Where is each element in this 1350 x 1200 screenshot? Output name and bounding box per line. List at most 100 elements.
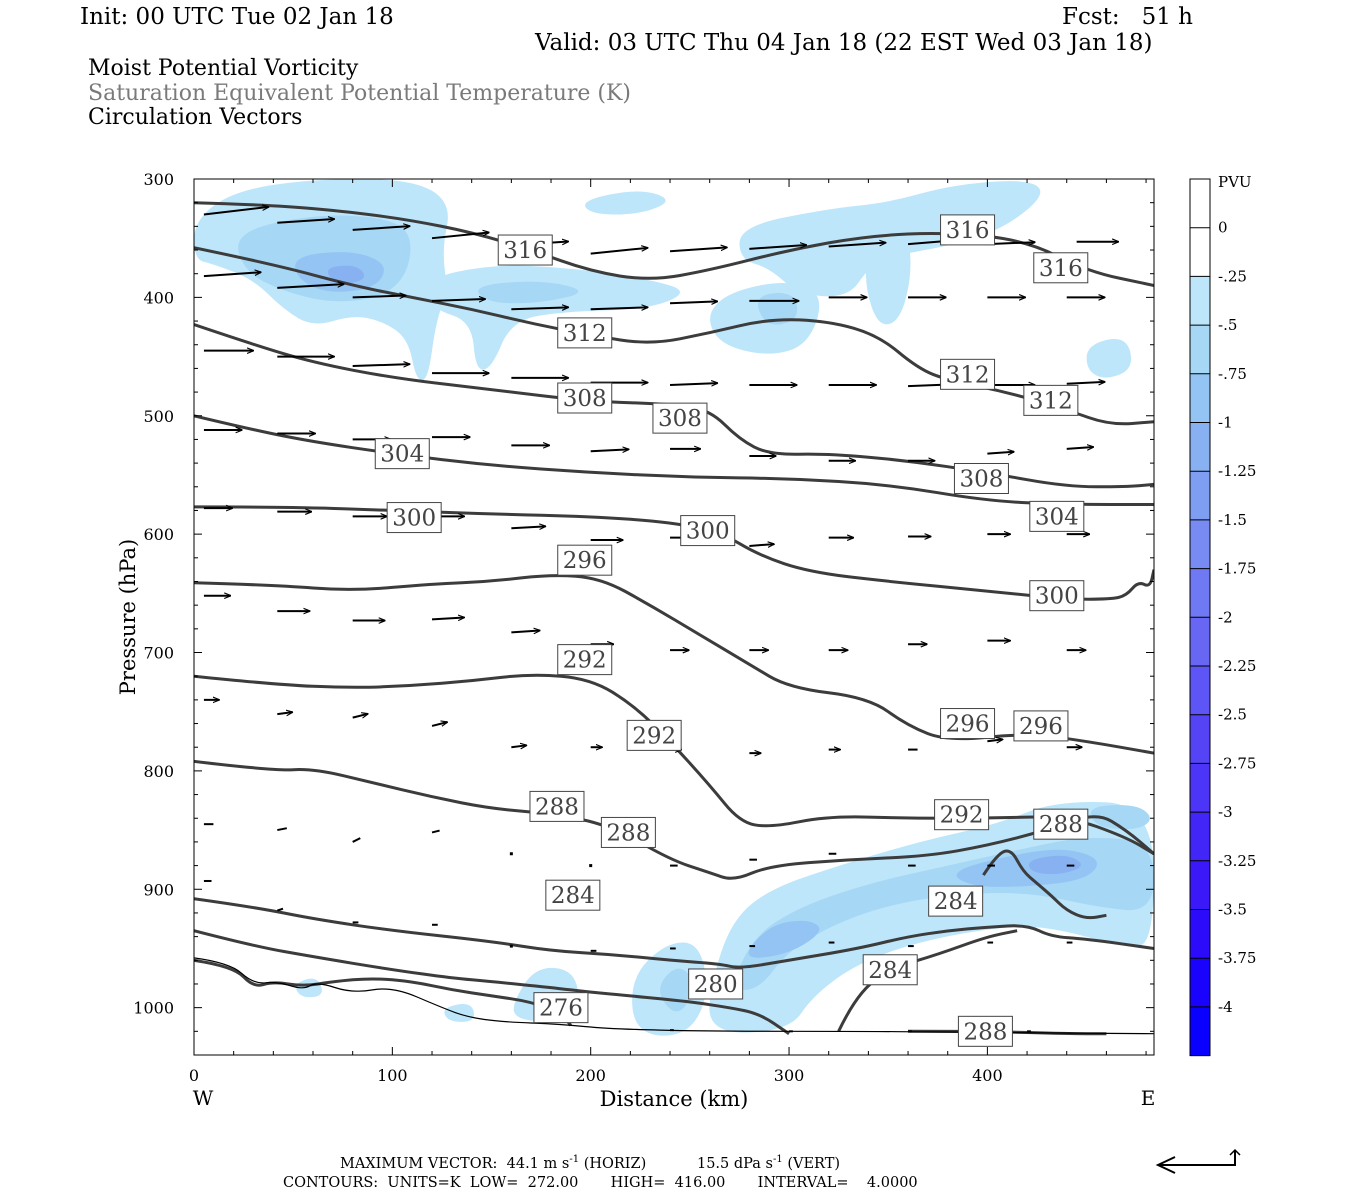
y-tick-label: 600: [143, 525, 174, 544]
colorbar-swatch: [1190, 568, 1210, 618]
contour-label-text: 288: [963, 1019, 1007, 1045]
circulation-vector: [509, 944, 513, 948]
plot-frame: [193, 178, 1155, 1056]
mpv-region: [748, 920, 820, 958]
mpv-region: [865, 236, 911, 325]
max-vector-line: MAXIMUM VECTOR: 44.1 m s-1 (HORIZ) 15.5 …: [340, 1154, 840, 1173]
circulation-vector: [669, 247, 727, 253]
max-vector-label: MAXIMUM VECTOR:: [340, 1156, 498, 1172]
isentrope-276: [194, 958, 573, 1027]
contour-label-text: 312: [1029, 388, 1073, 414]
colorbar-swatch: [1190, 812, 1210, 862]
isentrope-312: [194, 246, 1154, 426]
colorbar-label: -2: [1218, 608, 1233, 626]
contour-label: 316: [1033, 252, 1089, 284]
contours-label: CONTOURS:: [283, 1175, 379, 1191]
circulation-vector: [352, 295, 406, 297]
contour-label: 296: [557, 544, 613, 576]
circulation-vector: [511, 307, 568, 309]
contour-label: 308: [652, 402, 708, 434]
circulation-vector: [511, 526, 545, 528]
contour-label-text: 300: [392, 506, 436, 532]
mpv-region: [585, 191, 666, 215]
colorbar-label: -3.5: [1218, 901, 1247, 919]
circulation-vector: [431, 617, 464, 619]
circulation-vector: [511, 745, 526, 747]
contour-label: 296: [1013, 710, 1069, 742]
isentrope-300: [194, 505, 1154, 601]
contour-label: 304: [374, 438, 430, 470]
contour-label-text: 296: [1019, 714, 1063, 740]
circulation-vector: [987, 739, 1002, 741]
contour-label: 312: [557, 317, 613, 349]
colorbar-label: -2.5: [1218, 706, 1247, 724]
east-label: E: [1141, 1086, 1156, 1110]
field-title-vectors: Circulation Vectors: [88, 105, 303, 130]
circulation-vector: [1066, 447, 1094, 449]
colorbar-label: -1.75: [1218, 560, 1256, 578]
fcst-label: Fcst:: [1062, 4, 1120, 30]
colorbar-swatch: [1190, 276, 1210, 326]
contour-label-text: 296: [946, 712, 990, 738]
circulation-vector: [590, 307, 648, 309]
circulation-vector: [352, 364, 410, 366]
circulation-vector: [277, 219, 334, 224]
mpv-shading: [194, 179, 1154, 1036]
colorbar-swatch: [1190, 325, 1210, 375]
contour-label-text: 312: [563, 321, 607, 347]
forecast-hour: Fcst: 51 h: [1062, 4, 1193, 30]
terrain-line: [194, 957, 1154, 1035]
contour-label: 300: [680, 515, 736, 547]
colorbar-label: -2.75: [1218, 754, 1256, 772]
interval-value: 4.0000: [866, 1175, 918, 1191]
valid-time: Valid: 03 UTC Thu 04 Jan 18 (22 EST Wed …: [535, 30, 1153, 56]
contour-label: 284: [928, 885, 984, 917]
x-tick-label: 100: [377, 1066, 408, 1085]
axes: 0 100 200 300 400 300 400 500 600 700 800 900 1000: [133, 170, 1154, 1085]
colorbar: 0 -.25 -.5 -.75 -1 -1.25 -1.5 -1.75 -2 -2.25 -2.5 -…: [1189, 178, 1256, 1057]
max-horiz-value: 44.1 m s: [506, 1156, 570, 1172]
colorbar-swatch: [1190, 860, 1210, 910]
contour-label-text: 288: [606, 820, 650, 846]
circulation-vector: [589, 864, 593, 868]
contour-label-text: 316: [946, 218, 990, 244]
contour-label-text: 292: [632, 723, 676, 749]
isentrope-280: [194, 929, 790, 1035]
reference-vector-icon: [1155, 1148, 1241, 1174]
low-value: 272.00: [527, 1175, 579, 1191]
mpv-region: [478, 281, 579, 304]
colorbar-title: PVU: [1218, 173, 1252, 191]
west-label: W: [193, 1086, 214, 1110]
contour-label: 280: [688, 968, 744, 1000]
colorbar-label: -3.75: [1218, 949, 1256, 967]
colorbar-swatch: [1190, 227, 1210, 277]
contour-label-text: 276: [539, 996, 583, 1022]
circulation-vector: [987, 452, 1014, 454]
y-axis-label: Pressure (hPa): [116, 539, 140, 695]
contour-label: 288: [600, 816, 656, 848]
circulation-vector: [590, 449, 629, 451]
colorbar-swatch: [1190, 909, 1210, 959]
x-axis-label: Distance (km): [600, 1087, 749, 1111]
low-label: LOW=: [469, 1175, 519, 1191]
contour-label: 292: [626, 719, 682, 751]
contour-label-text: 304: [380, 442, 424, 468]
isentrope-284: [194, 897, 1154, 969]
interval-label: INTERVAL=: [757, 1175, 849, 1191]
isentrope-contours: [194, 201, 1154, 1036]
mpv-region: [327, 265, 365, 284]
colorbar-swatch: [1190, 666, 1210, 716]
max-horiz-exp: -1: [569, 1154, 580, 1166]
contour-label-text: 308: [658, 406, 702, 432]
contour-label-text: 292: [563, 648, 607, 674]
colorbar-label: -4: [1218, 998, 1233, 1016]
circulation-vector: [277, 284, 344, 289]
circulation-vectors: [203, 207, 1119, 1033]
colorbar-label: -.5: [1218, 316, 1237, 334]
contour-label-text: 316: [1039, 256, 1083, 282]
contour-label: 300: [386, 502, 442, 534]
circulation-vector: [352, 226, 410, 231]
circulation-vector: [590, 248, 648, 255]
circulation-vector: [352, 837, 361, 843]
y-tick-label: 400: [143, 288, 174, 307]
